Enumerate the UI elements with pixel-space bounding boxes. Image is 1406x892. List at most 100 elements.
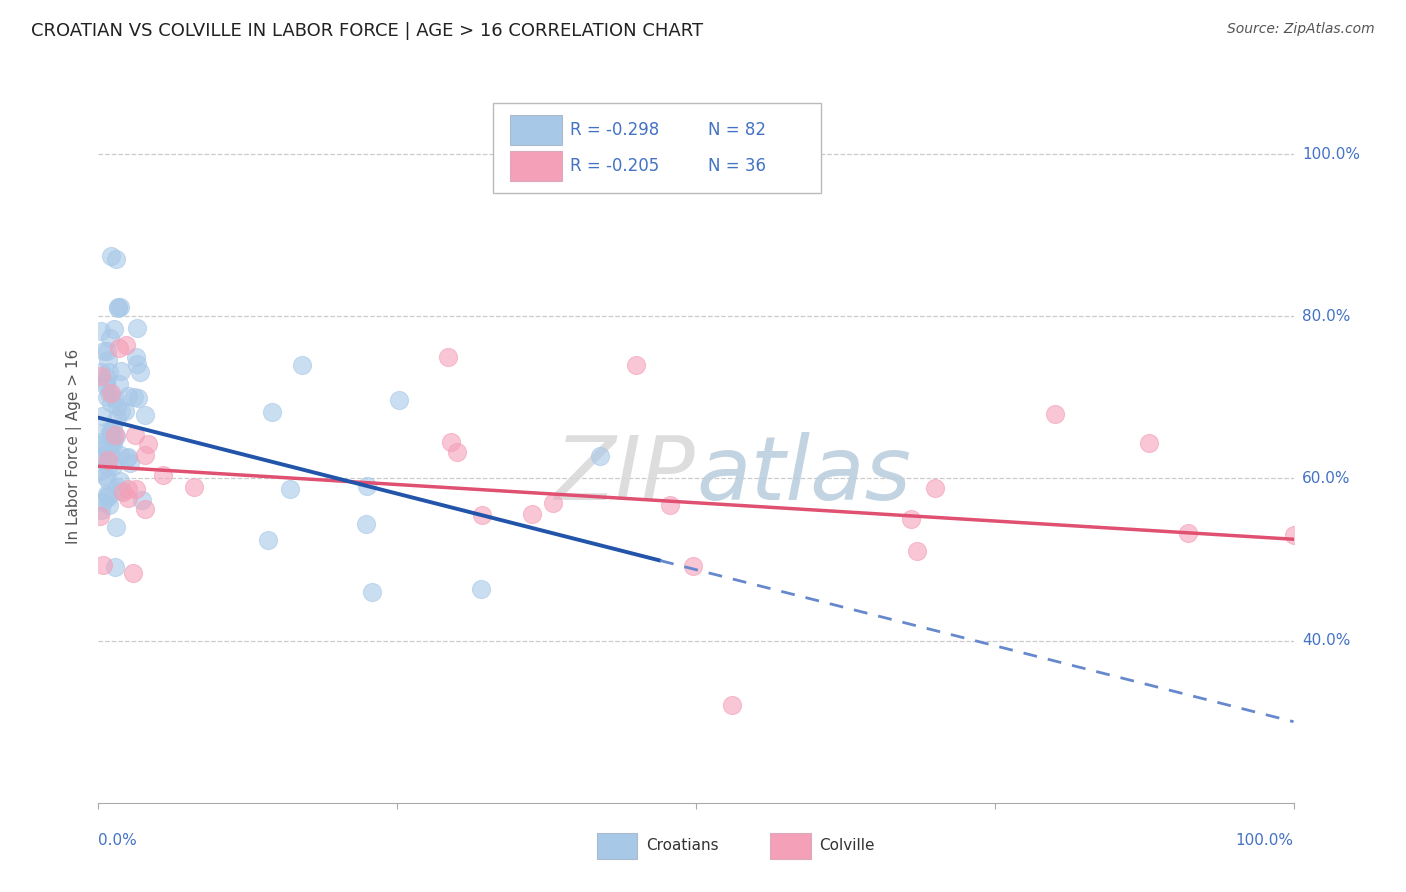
Point	[121, 566, 143, 581]
Point	[94, 377, 117, 392]
Point	[94, 441, 117, 455]
Text: CROATIAN VS COLVILLE IN LABOR FORCE | AGE > 16 CORRELATION CHART: CROATIAN VS COLVILLE IN LABOR FORCE | AG…	[31, 22, 703, 40]
Text: Source: ZipAtlas.com: Source: ZipAtlas.com	[1227, 22, 1375, 37]
Point	[96, 487, 118, 501]
Point	[541, 496, 564, 510]
Point	[110, 404, 132, 418]
Text: 0.0%: 0.0%	[98, 833, 138, 848]
Point	[125, 350, 148, 364]
Point	[108, 300, 131, 314]
Point	[260, 405, 283, 419]
Point	[105, 411, 128, 425]
Point	[101, 421, 124, 435]
Point	[89, 464, 111, 478]
Point	[110, 449, 132, 463]
Point	[152, 468, 174, 483]
Point	[108, 475, 131, 489]
Point	[682, 559, 704, 574]
FancyBboxPatch shape	[509, 151, 562, 180]
Point	[100, 425, 122, 440]
Text: ZIP: ZIP	[555, 432, 696, 517]
Point	[98, 444, 121, 458]
Text: 100.0%: 100.0%	[1236, 833, 1294, 848]
Point	[94, 376, 117, 390]
Point	[1137, 435, 1160, 450]
Point	[107, 301, 129, 315]
Point	[100, 434, 122, 448]
Point	[659, 498, 682, 512]
Y-axis label: In Labor Force | Age > 16: In Labor Force | Age > 16	[66, 349, 83, 543]
FancyBboxPatch shape	[494, 103, 821, 193]
Point	[98, 331, 121, 345]
Point	[96, 489, 118, 503]
Point	[103, 321, 125, 335]
Text: atlas: atlas	[696, 432, 911, 517]
Point	[94, 453, 117, 467]
Text: R = -0.298: R = -0.298	[571, 121, 659, 139]
Point	[93, 469, 115, 483]
Point	[90, 435, 112, 450]
Point	[356, 478, 378, 492]
Point	[91, 449, 114, 463]
Point	[1282, 528, 1305, 542]
Point	[108, 341, 131, 355]
FancyBboxPatch shape	[770, 833, 811, 859]
Point	[721, 698, 744, 713]
Point	[114, 404, 136, 418]
Point	[117, 451, 139, 466]
Point	[589, 449, 612, 463]
Point	[105, 520, 128, 534]
Point	[90, 503, 112, 517]
Point	[110, 364, 132, 378]
Point	[97, 473, 120, 487]
Point	[103, 431, 125, 445]
Point	[134, 448, 156, 462]
Point	[90, 324, 112, 338]
Point	[100, 249, 122, 263]
Point	[94, 425, 117, 440]
Point	[257, 533, 280, 547]
Point	[127, 321, 149, 335]
Point	[93, 344, 115, 359]
Point	[125, 357, 148, 371]
Point	[117, 450, 139, 464]
Point	[924, 481, 946, 495]
Point	[470, 582, 492, 596]
Point	[626, 358, 648, 372]
Point	[124, 428, 146, 442]
Point	[100, 386, 122, 401]
Point	[127, 391, 149, 405]
Point	[107, 300, 129, 314]
Point	[98, 365, 121, 379]
Point	[183, 480, 205, 494]
Point	[97, 448, 120, 462]
Point	[89, 508, 111, 523]
Point	[89, 437, 111, 451]
Point	[136, 436, 159, 450]
Point	[90, 365, 112, 379]
Point	[440, 434, 463, 449]
Text: Colville: Colville	[820, 838, 875, 853]
Point	[96, 343, 118, 358]
Text: N = 36: N = 36	[709, 157, 766, 175]
Text: Croatians: Croatians	[645, 838, 718, 853]
Point	[446, 444, 468, 458]
Point	[91, 558, 114, 572]
Point	[117, 389, 139, 403]
Point	[91, 409, 114, 424]
Point	[110, 483, 132, 498]
Point	[1043, 407, 1066, 421]
Text: R = -0.205: R = -0.205	[571, 157, 659, 175]
Point	[388, 393, 411, 408]
Point	[361, 585, 384, 599]
Text: 80.0%: 80.0%	[1302, 309, 1350, 324]
Point	[905, 543, 928, 558]
Point	[96, 390, 118, 404]
Point	[107, 377, 129, 392]
Point	[900, 512, 922, 526]
Point	[97, 352, 120, 367]
FancyBboxPatch shape	[596, 833, 637, 859]
Point	[97, 490, 120, 504]
Point	[134, 408, 156, 422]
Point	[103, 560, 125, 574]
